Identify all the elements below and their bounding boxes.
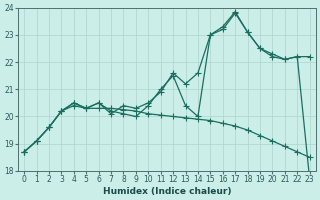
X-axis label: Humidex (Indice chaleur): Humidex (Indice chaleur) <box>103 187 231 196</box>
